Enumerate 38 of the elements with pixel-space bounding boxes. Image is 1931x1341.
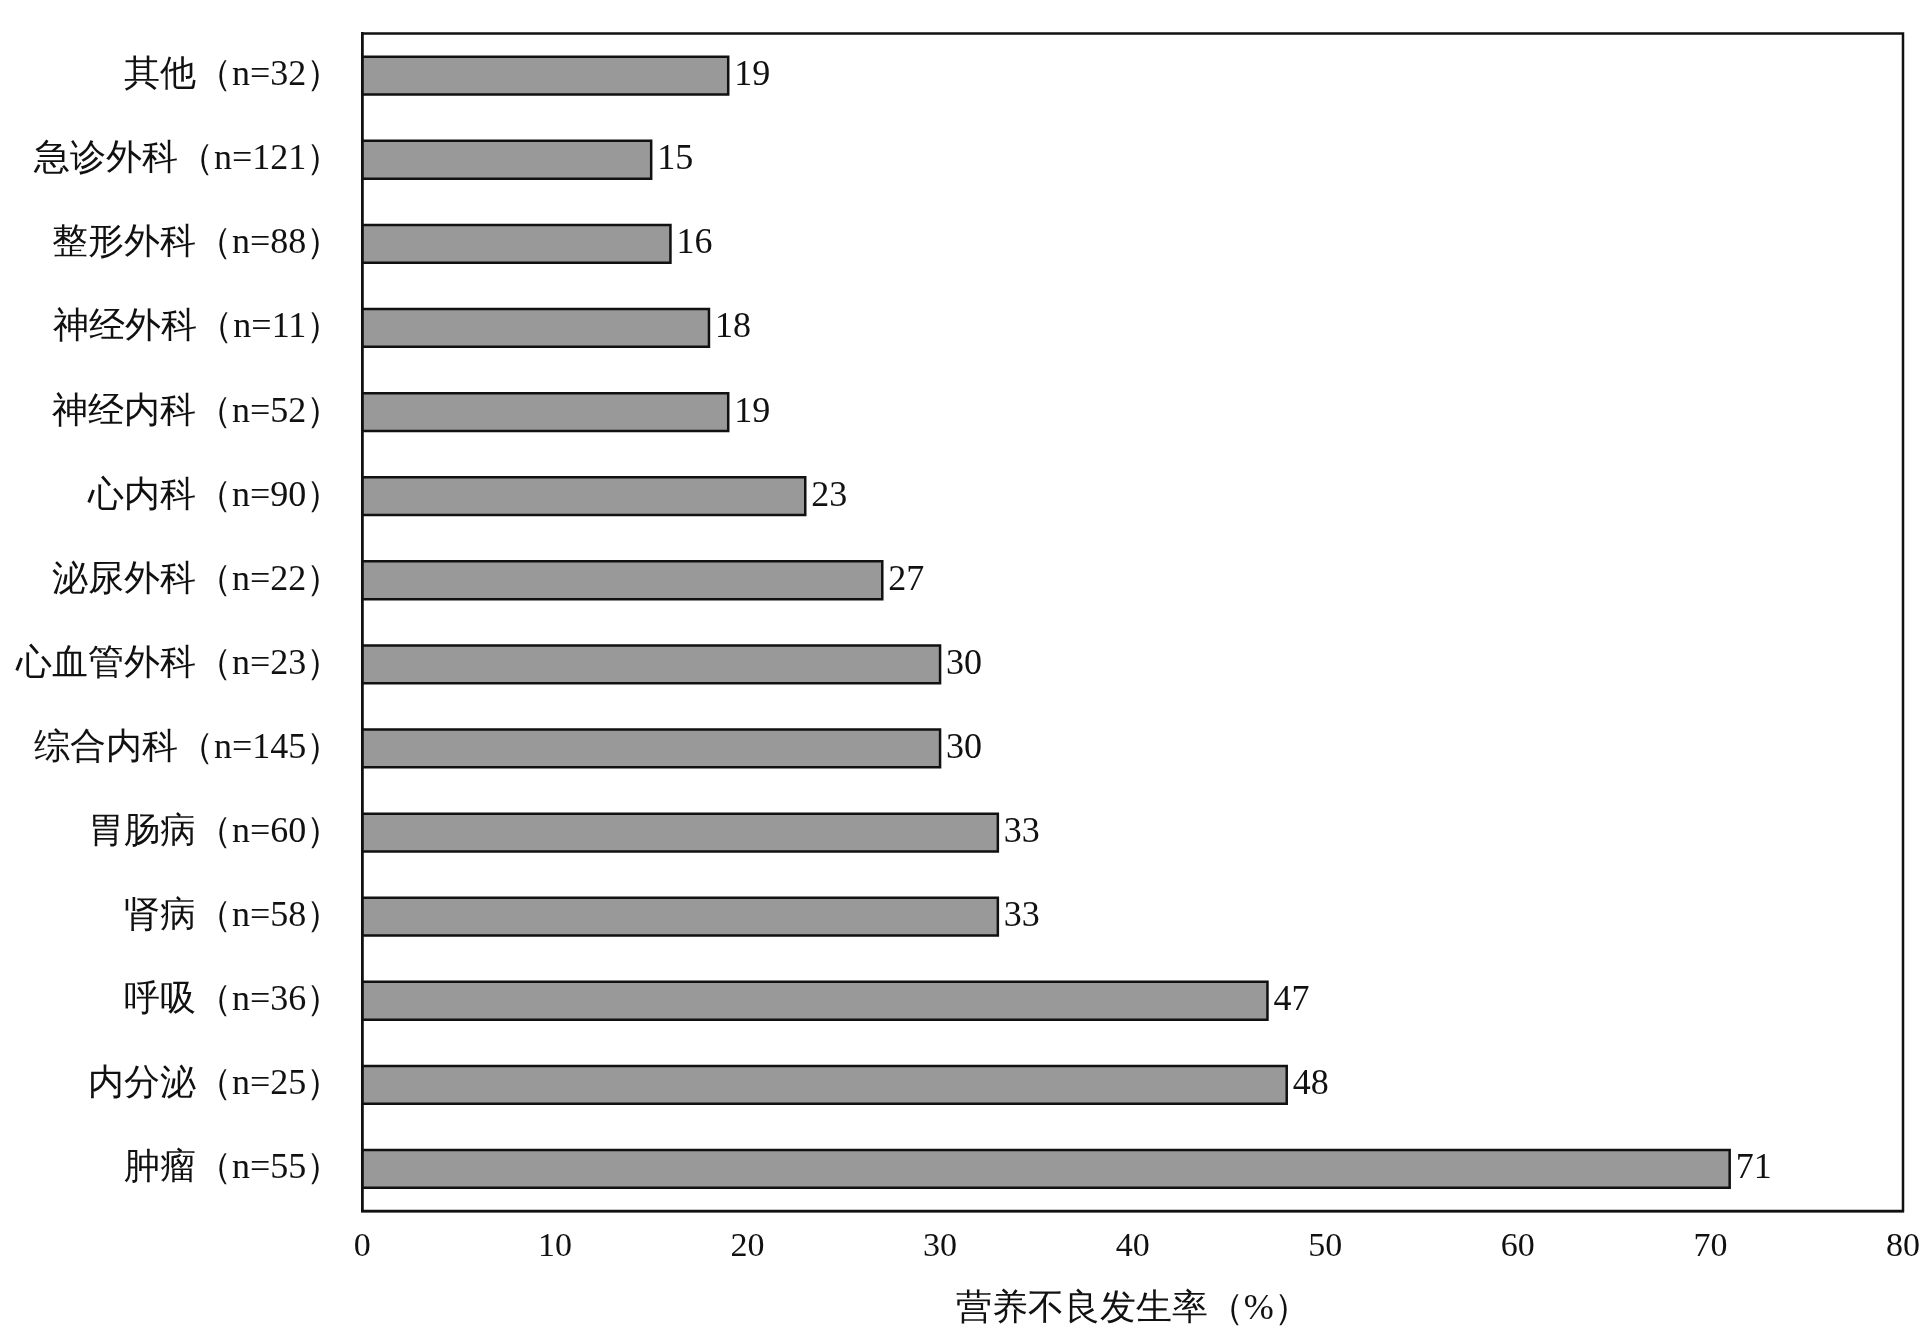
data-label: 15 — [657, 137, 694, 178]
x-axis-title: 营养不良发生率（%） — [955, 1286, 1310, 1327]
x-tick-label: 20 — [730, 1226, 765, 1264]
data-label: 33 — [1003, 810, 1040, 850]
x-tick-label: 60 — [1500, 1226, 1535, 1264]
y-tick-label: 心内科（n=90） — [86, 473, 343, 514]
data-label: 33 — [1003, 894, 1040, 935]
y-tick-label: 内分泌（n=25） — [87, 1062, 343, 1103]
y-tick-label: 急诊外科（n=121） — [32, 137, 343, 178]
y-tick-label: 神经外科（n=11） — [53, 305, 343, 346]
data-label: 47 — [1273, 978, 1310, 1019]
y-tick-label: 其他（n=32） — [123, 53, 343, 94]
y-tick-label: 肿瘤（n=55） — [123, 1146, 343, 1187]
x-tick-label: 40 — [1115, 1226, 1150, 1264]
data-label: 71 — [1735, 1146, 1772, 1187]
data-label: 27 — [888, 557, 925, 598]
data-label: 16 — [676, 221, 713, 262]
y-tick-label: 整形外科（n=88） — [51, 221, 343, 262]
x-tick-label: 10 — [537, 1226, 572, 1264]
y-tick-label: 肾病（n=58） — [123, 894, 343, 935]
x-tick-label: 80 — [1886, 1226, 1920, 1264]
y-tick-label: 呼吸（n=36） — [123, 978, 343, 1019]
data-label: 30 — [946, 641, 983, 682]
data-label: 18 — [714, 305, 751, 346]
y-tick-label: 泌尿外科（n=22） — [51, 557, 343, 598]
data-label: 19 — [734, 389, 771, 430]
y-tick-label: 综合内科（n=145） — [33, 725, 343, 766]
x-tick-label: 50 — [1308, 1226, 1343, 1264]
y-tick-label: 神经内科（n=52） — [51, 389, 343, 430]
y-tick-label: 心血管外科（n=23） — [14, 641, 343, 682]
x-tick-label: 70 — [1693, 1226, 1728, 1264]
data-label: 23 — [811, 473, 848, 514]
y-tick-label: 胃肠病（n=60） — [87, 810, 343, 850]
x-tick-label: 0 — [353, 1226, 371, 1264]
x-tick-label: 30 — [923, 1226, 958, 1264]
data-label: 30 — [946, 725, 983, 766]
data-label: 48 — [1292, 1062, 1329, 1103]
data-label: 19 — [734, 53, 771, 94]
